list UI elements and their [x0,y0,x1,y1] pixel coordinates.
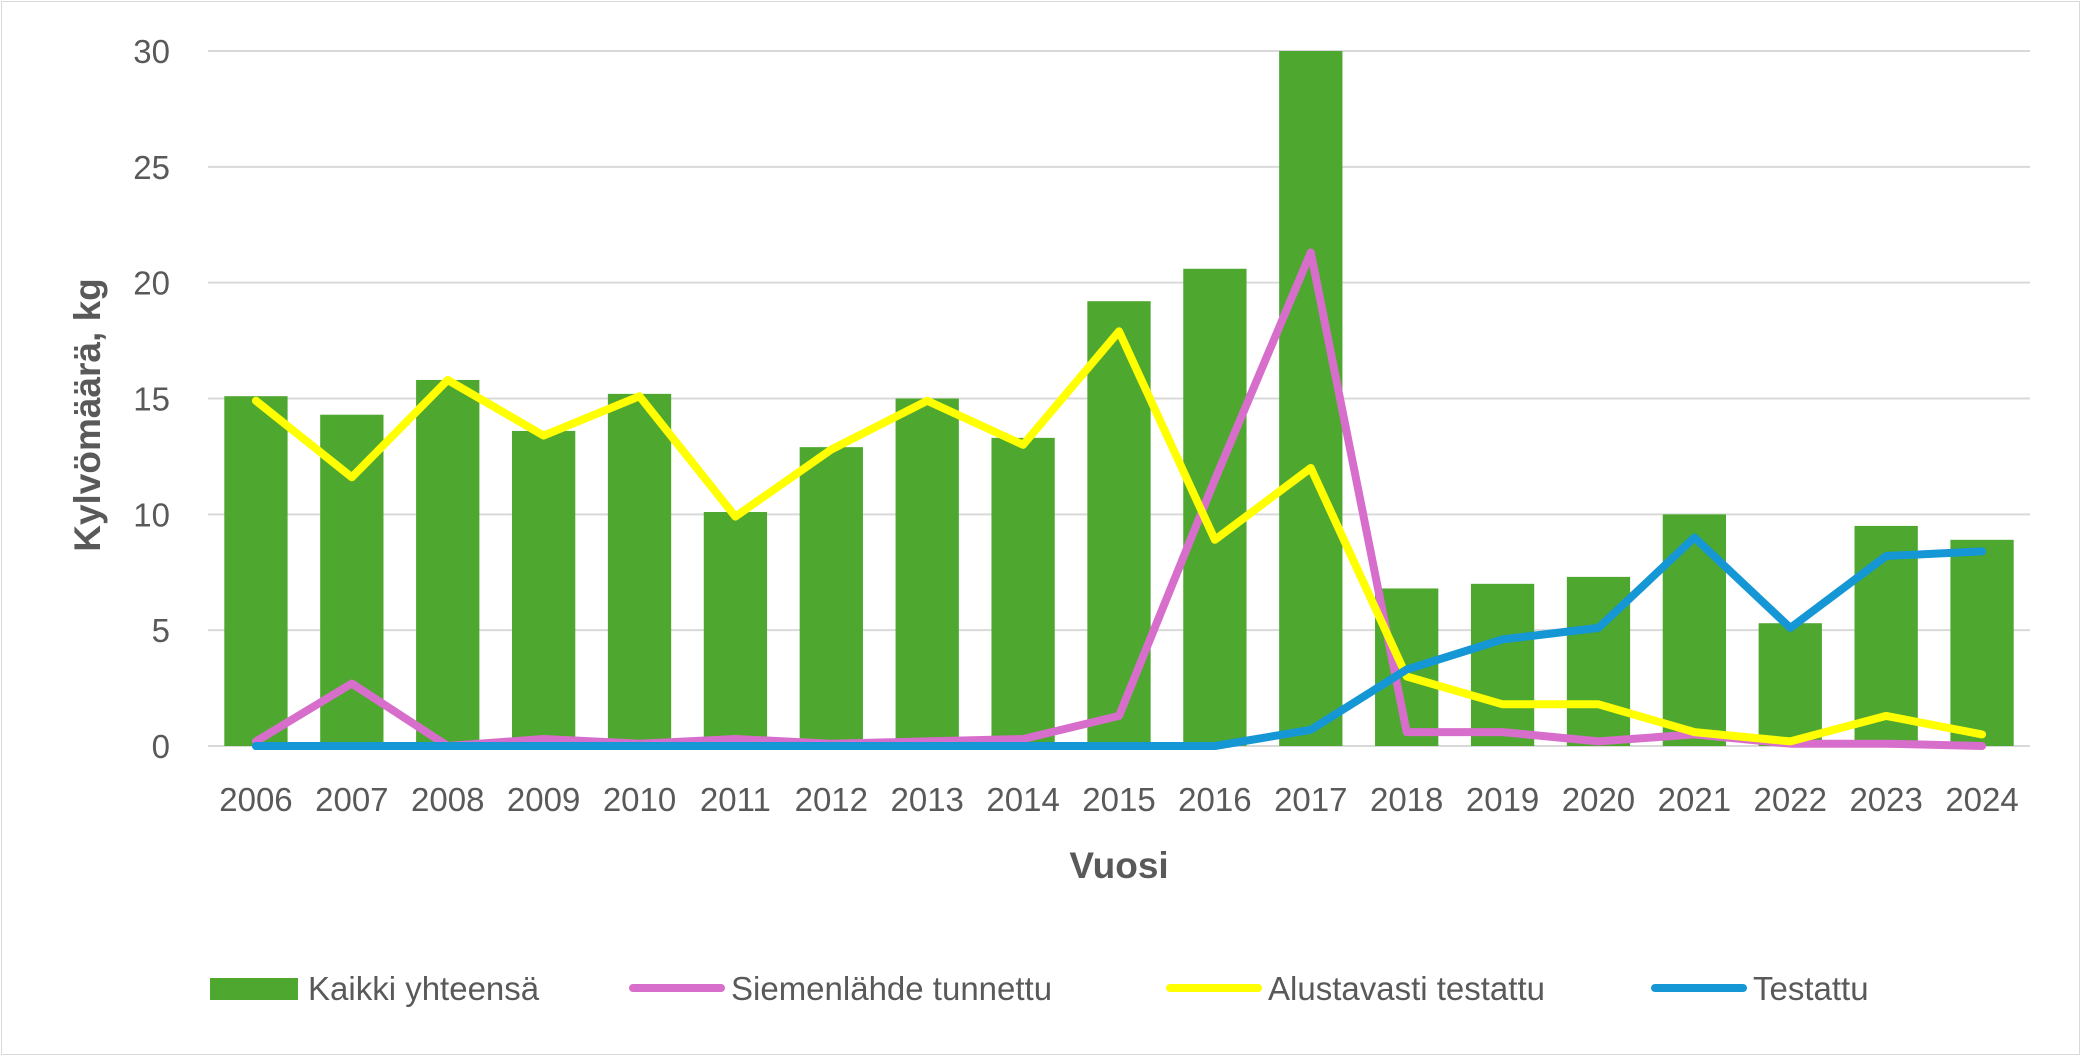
x-tick-label: 2009 [507,781,580,818]
x-tick-label: 2017 [1274,781,1347,818]
bar [1758,623,1822,746]
y-tick-label: 20 [133,265,170,302]
legend-label: Siemenlähde tunnettu [731,970,1052,1007]
y-axis-title: Kylvömäärä, kg [67,278,108,552]
y-tick-labels: 0 5 10 15 20 25 30 [133,33,170,765]
bar [1183,268,1247,746]
bar [703,512,768,746]
series-line [251,533,1987,750]
y-tick-label: 5 [152,612,170,649]
line-series [251,248,1987,750]
bar [1470,583,1535,746]
bar [991,437,1055,746]
series-line [251,327,1987,746]
bar [1662,514,1727,746]
x-tick-label: 2013 [890,781,963,818]
x-tick-label: 2021 [1658,781,1731,818]
x-tick-label: 2019 [1466,781,1539,818]
y-tick-label: 25 [133,149,170,186]
bar [320,414,384,746]
x-tick-label: 2022 [1754,781,1827,818]
y-tick-label: 15 [133,381,170,418]
x-tick-label: 2023 [1849,781,1922,818]
x-axis-title: Vuosi [1069,845,1168,886]
legend-label: Kaikki yhteensä [308,970,540,1007]
bar [1950,539,2014,746]
x-tick-label: 2011 [700,781,771,818]
x-tick-label: 2020 [1562,781,1635,818]
bar [895,398,959,746]
x-tick-label: 2024 [1945,781,2018,818]
y-tick-label: 30 [133,33,170,70]
legend-label: Testattu [1753,970,1869,1007]
y-tick-label: 0 [152,728,170,765]
bar [1279,51,1343,746]
x-tick-label: 2006 [219,781,292,818]
legend-label: Alustavasti testattu [1268,970,1545,1007]
legend: Kaikki yhteensä Siemenlähde tunnettu Alust… [210,970,1869,1007]
x-tick-label: 2010 [603,781,676,818]
bar [799,447,863,746]
x-tick-label: 2016 [1178,781,1251,818]
x-tick-labels: 2006 2007 2008 2009 2010 2011 2012 2013 2014 2015… [219,781,2019,818]
bar [224,396,288,746]
x-tick-label: 2012 [795,781,868,818]
x-tick-label: 2018 [1370,781,1443,818]
bar [416,379,480,746]
bar [607,393,672,746]
bar-series [224,51,2014,746]
bar [511,430,576,746]
x-tick-label: 2008 [411,781,484,818]
x-tick-label: 2014 [986,781,1059,818]
y-tick-label: 10 [133,496,170,533]
x-tick-label: 2015 [1082,781,1155,818]
bar [1087,301,1151,746]
legend-swatch [210,978,298,1000]
bar [1854,525,1918,746]
x-tick-label: 2007 [315,781,388,818]
